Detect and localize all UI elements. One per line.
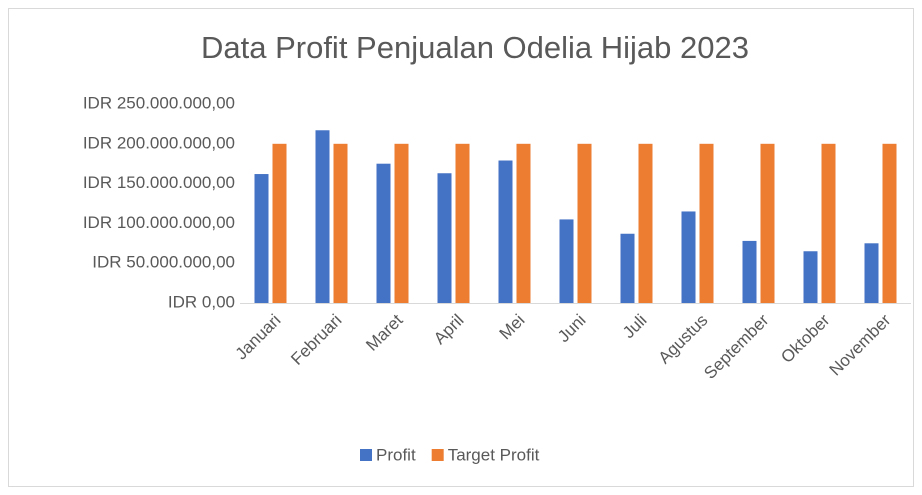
y-tick-label: IDR 150.000.000,00 (83, 173, 235, 192)
bar (681, 211, 696, 303)
legend-swatch (360, 449, 372, 461)
y-tick-label: IDR 50.000.000,00 (92, 253, 235, 272)
y-tick-label: IDR 200.000.000,00 (83, 133, 235, 152)
bar (821, 143, 836, 303)
bar (498, 160, 513, 303)
bar (882, 143, 897, 303)
bar (620, 233, 635, 303)
y-tick-label: IDR 0,00 (168, 292, 235, 311)
bar (376, 163, 391, 303)
bar (394, 143, 409, 303)
bar (516, 143, 531, 303)
bar (742, 240, 757, 303)
chart-title: Data Profit Penjualan Odelia Hijab 2023 (201, 30, 749, 65)
bar (333, 143, 348, 303)
bar (455, 143, 470, 303)
legend-label: Profit (376, 445, 416, 464)
bar (577, 143, 592, 303)
y-tick-label: IDR 100.000.000,00 (83, 213, 235, 232)
bar (760, 143, 775, 303)
bar (254, 174, 269, 303)
bar (638, 143, 653, 303)
y-tick-label: IDR 250.000.000,00 (83, 93, 235, 112)
bar (437, 173, 452, 303)
bar (803, 251, 818, 303)
bar (272, 143, 287, 303)
legend-label: Target Profit (448, 445, 540, 464)
bar (559, 219, 574, 303)
legend-swatch (431, 449, 444, 461)
bar (699, 143, 714, 303)
bar (315, 130, 330, 303)
bar (864, 243, 879, 303)
